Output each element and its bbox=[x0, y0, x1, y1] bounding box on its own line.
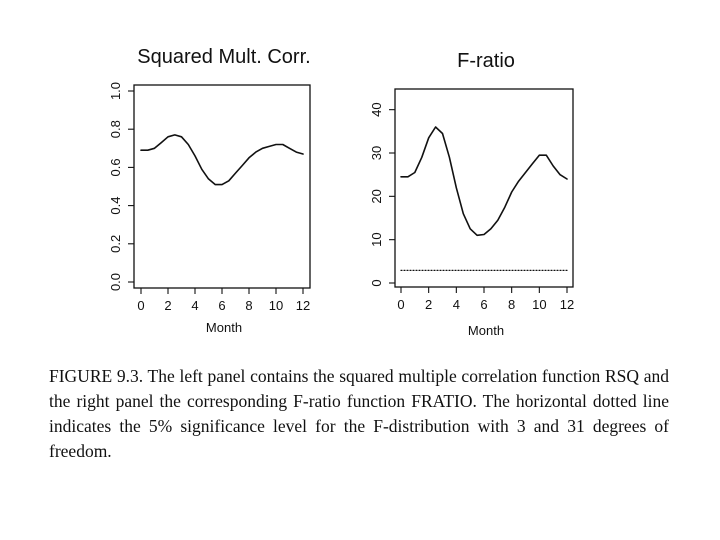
left-plot-frame bbox=[133, 84, 311, 289]
right-x-tick-label: 8 bbox=[508, 297, 515, 312]
left-x-tick-label: 6 bbox=[218, 298, 225, 313]
left-x-tick-label: 0 bbox=[137, 298, 144, 313]
left-x-tick-label: 12 bbox=[296, 298, 310, 313]
right-plot-frame bbox=[394, 88, 574, 288]
right-y-tick-label: 40 bbox=[369, 102, 384, 116]
figure-caption: FIGURE 9.3. The left panel contains the … bbox=[49, 366, 669, 461]
left-y-tick-label: 1.0 bbox=[108, 82, 123, 100]
right-series-line bbox=[400, 126, 568, 237]
left-x-tick-label: 8 bbox=[245, 298, 252, 313]
right-x-tick-label: 4 bbox=[453, 297, 460, 312]
right-x-tick-label: 2 bbox=[425, 297, 432, 312]
right-x-tick-label: 0 bbox=[397, 297, 404, 312]
left-x-axis-label: Month bbox=[205, 320, 243, 335]
right-y-tick-label: 20 bbox=[369, 189, 384, 203]
left-panel-title: Squared Mult. Corr. bbox=[137, 46, 311, 68]
left-x-tick-label: 4 bbox=[191, 298, 198, 313]
right-x-tick-label: 12 bbox=[560, 297, 574, 312]
left-x-tick-label: 2 bbox=[164, 298, 171, 313]
right-panel-title: F-ratio bbox=[457, 50, 515, 72]
right-x-tick-label: 6 bbox=[480, 297, 487, 312]
right-plot: 0 2 4 6 8 10 12 0 10 20 30 40 bbox=[369, 88, 574, 312]
left-x-tick-label: 10 bbox=[269, 298, 283, 313]
left-y-tick-label: 0.2 bbox=[108, 235, 123, 253]
left-y-tick-label: 0.6 bbox=[108, 158, 123, 176]
right-y-tick-label: 10 bbox=[369, 232, 384, 246]
left-plot: 0 2 4 6 8 10 12 0.0 0.2 0.4 0.6 0.8 1.0 bbox=[108, 82, 311, 313]
right-x-axis-label: Month bbox=[467, 323, 505, 338]
left-y-tick-label: 0.8 bbox=[108, 120, 123, 138]
left-series-line bbox=[140, 134, 304, 186]
right-x-tick-label: 10 bbox=[532, 297, 546, 312]
right-y-tick-label: 0 bbox=[369, 279, 384, 286]
right-y-tick-label: 30 bbox=[369, 146, 384, 160]
left-y-tick-label: 0.0 bbox=[108, 273, 123, 291]
left-y-tick-label: 0.4 bbox=[108, 197, 123, 215]
